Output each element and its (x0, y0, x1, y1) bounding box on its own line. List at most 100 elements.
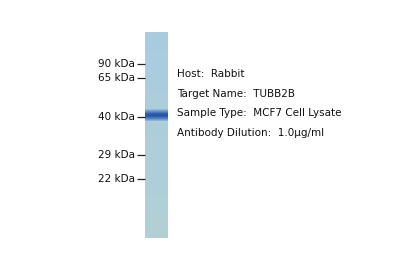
Bar (144, 42, 168, 43)
Bar (144, 150, 168, 151)
Bar (144, 134, 168, 135)
Bar (144, 203, 168, 205)
Bar (144, 52, 168, 54)
Bar (144, 136, 168, 138)
Bar (144, 174, 168, 175)
Bar (144, 114, 168, 115)
Bar (144, 194, 168, 195)
Bar (144, 179, 168, 180)
Bar (144, 51, 168, 53)
Bar (144, 58, 168, 60)
Bar (144, 218, 168, 219)
Bar (144, 130, 168, 132)
Bar (144, 77, 168, 78)
Bar (144, 81, 168, 83)
Bar (144, 213, 168, 214)
Bar (144, 116, 168, 117)
Bar (144, 183, 168, 184)
Bar (144, 86, 168, 88)
Bar (144, 117, 168, 118)
Bar (144, 118, 168, 119)
Bar (144, 230, 168, 231)
Bar (144, 184, 168, 185)
Bar (144, 158, 168, 159)
Bar (144, 103, 168, 104)
Bar (144, 199, 168, 201)
Bar (144, 200, 168, 202)
Bar (144, 160, 168, 162)
Bar (144, 145, 168, 146)
Bar (144, 132, 168, 134)
Bar (144, 175, 168, 177)
Bar (144, 224, 168, 225)
Bar (144, 209, 168, 210)
Bar (144, 143, 168, 144)
Bar (144, 178, 168, 179)
Text: 90 kDa: 90 kDa (98, 59, 135, 69)
Text: 29 kDa: 29 kDa (98, 150, 135, 160)
Bar (144, 227, 168, 228)
Bar (144, 121, 168, 123)
Bar (144, 90, 168, 92)
Bar (144, 120, 168, 121)
Bar (144, 115, 168, 116)
Bar (144, 223, 168, 224)
Bar (144, 53, 168, 55)
Bar (144, 195, 168, 197)
Bar (144, 235, 168, 237)
Text: 65 kDa: 65 kDa (98, 73, 135, 83)
Bar (144, 151, 168, 152)
Bar (144, 152, 168, 153)
Bar (144, 180, 168, 181)
Bar (144, 109, 168, 110)
Bar (144, 93, 168, 95)
Bar (144, 84, 168, 85)
Bar (144, 191, 168, 193)
Bar (144, 171, 168, 173)
Bar (144, 157, 168, 159)
Bar (144, 92, 168, 94)
Bar (144, 181, 168, 182)
Bar (144, 119, 168, 120)
Text: Host:  Rabbit: Host: Rabbit (177, 69, 245, 79)
Bar (144, 138, 168, 139)
Bar (144, 182, 168, 183)
Bar (144, 50, 168, 52)
Bar (144, 123, 168, 124)
Bar (144, 198, 168, 200)
Bar (144, 119, 168, 120)
Bar (144, 117, 168, 118)
Bar (144, 73, 168, 74)
Bar (144, 100, 168, 102)
Bar (144, 167, 168, 169)
Bar (144, 215, 168, 216)
Bar (144, 105, 168, 106)
Bar (144, 111, 168, 112)
Bar (144, 234, 168, 235)
Bar (144, 60, 168, 62)
Bar (144, 232, 168, 234)
Bar (144, 148, 168, 149)
Bar (144, 88, 168, 90)
Bar (144, 80, 168, 81)
Bar (144, 219, 168, 220)
Bar (144, 141, 168, 142)
Bar (144, 229, 168, 230)
Bar (144, 70, 168, 71)
Bar (144, 149, 168, 150)
Bar (144, 62, 168, 64)
Bar (144, 221, 168, 222)
Bar (144, 111, 168, 112)
Bar (144, 118, 168, 119)
Bar (144, 126, 168, 128)
Bar (144, 165, 168, 167)
Bar (144, 87, 168, 89)
Bar (144, 109, 168, 110)
Bar (144, 54, 168, 56)
Bar (144, 155, 168, 156)
Bar (144, 169, 168, 171)
Bar (144, 144, 168, 145)
Bar (144, 220, 168, 221)
Bar (144, 112, 168, 113)
Bar (144, 176, 168, 178)
